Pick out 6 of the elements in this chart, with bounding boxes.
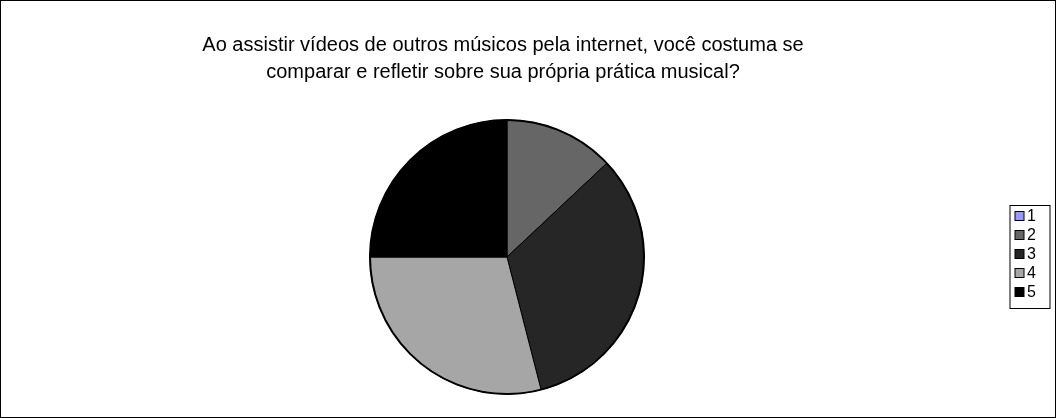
legend-label: 1 [1027, 206, 1036, 224]
legend-label: 3 [1027, 244, 1036, 262]
legend-label: 2 [1027, 225, 1036, 243]
chart-title: Ao assistir vídeos de outros músicos pela internet, você costuma se comparar e refletir sobre sua própria prática musical? [202, 33, 804, 82]
legend-label: 5 [1027, 282, 1036, 300]
legend-label: 4 [1027, 263, 1036, 281]
